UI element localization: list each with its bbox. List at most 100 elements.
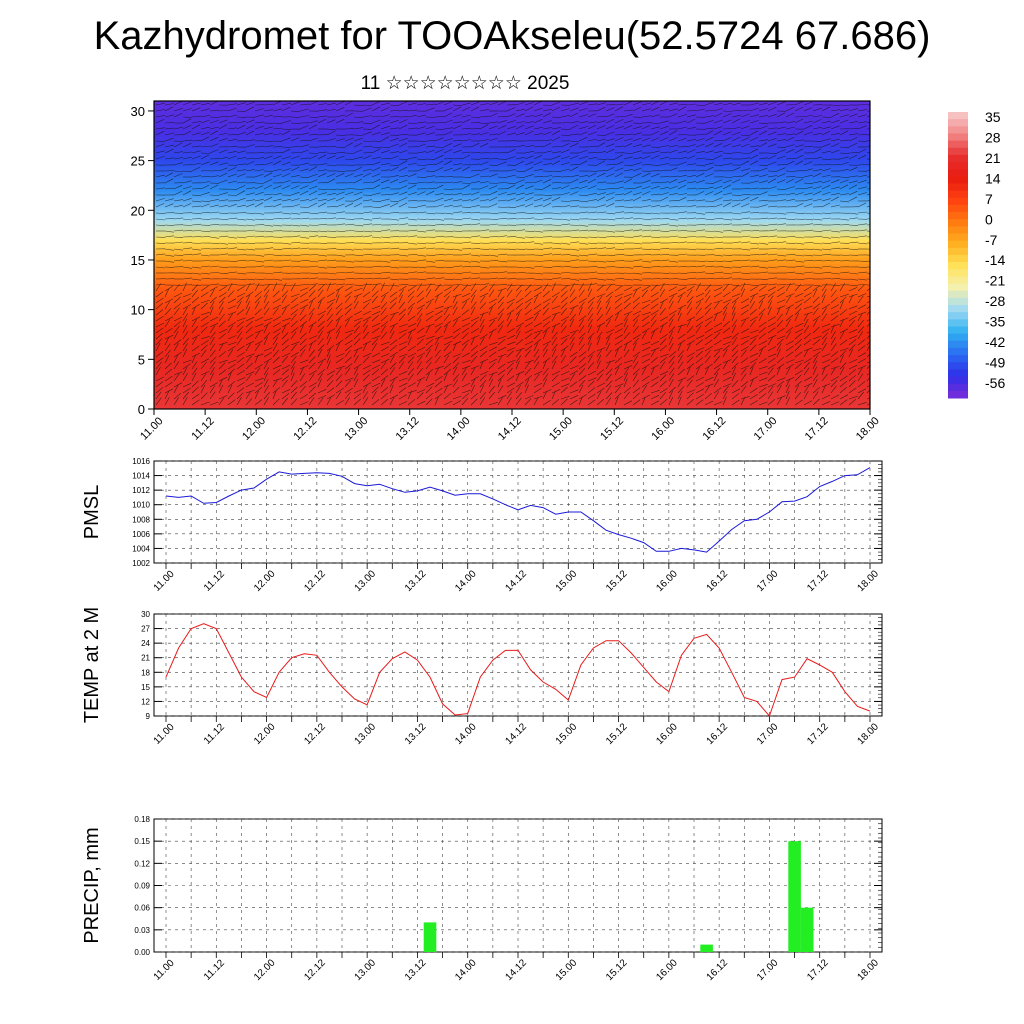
wind-barb xyxy=(434,218,444,221)
wind-barb xyxy=(227,368,235,376)
wind-barb xyxy=(623,400,633,406)
wind-barb xyxy=(524,197,534,202)
wind-barb xyxy=(182,348,188,358)
wind-barb xyxy=(839,146,850,149)
wind-barb xyxy=(425,103,436,106)
wind-barb xyxy=(866,134,870,136)
wind-barb xyxy=(506,284,517,286)
wind-barb xyxy=(344,333,353,340)
wind-barb xyxy=(821,289,827,298)
wind-barb xyxy=(353,317,363,322)
wind-barb xyxy=(245,320,253,328)
wind-barb xyxy=(497,120,507,124)
wind-barb xyxy=(614,366,620,376)
wind-barb xyxy=(245,106,255,112)
wind-barb xyxy=(236,132,246,136)
wind-barb xyxy=(416,158,427,161)
wind-barb xyxy=(227,167,237,172)
wind-barb xyxy=(848,320,856,328)
wind-barb xyxy=(245,229,255,232)
wind-barb xyxy=(164,327,173,334)
wind-barb xyxy=(236,301,242,310)
wind-barb xyxy=(803,383,813,388)
wind-barb xyxy=(299,206,310,208)
wind-barb xyxy=(758,199,769,202)
wind-barb xyxy=(668,342,674,352)
wind-barb xyxy=(452,294,458,304)
wind-barb xyxy=(299,401,309,406)
wind-barb xyxy=(542,175,552,178)
wind-barb xyxy=(533,265,543,268)
wind-barb xyxy=(524,125,534,130)
wind-barb xyxy=(533,204,543,208)
ytick-label: 0.06 xyxy=(134,904,150,913)
wind-barb xyxy=(335,242,346,244)
wind-barb xyxy=(695,138,705,142)
wind-barb xyxy=(200,119,210,124)
wind-barb xyxy=(650,224,661,226)
wind-barb xyxy=(767,186,777,190)
wind-barb xyxy=(848,212,858,215)
wind-barb xyxy=(542,302,550,310)
wind-barb xyxy=(380,284,390,287)
wind-barb xyxy=(515,192,525,196)
wind-barb xyxy=(776,292,785,298)
wind-barb xyxy=(488,218,499,220)
wind-barb xyxy=(263,259,273,262)
wind-barb xyxy=(758,326,767,334)
wind-barb xyxy=(191,393,200,400)
wind-barb xyxy=(542,139,552,142)
wind-barb xyxy=(200,340,209,346)
wind-barb xyxy=(821,158,832,160)
wind-barb xyxy=(164,172,174,178)
wind-barb xyxy=(533,230,543,233)
wind-barb xyxy=(515,284,523,292)
wind-barb xyxy=(803,357,812,364)
wind-barb xyxy=(650,130,660,136)
wind-barb xyxy=(587,121,597,124)
wind-barb xyxy=(794,144,804,148)
wind-barb xyxy=(695,399,704,406)
wind-barb xyxy=(245,300,251,310)
wind-barb xyxy=(542,360,547,370)
wind-barb xyxy=(758,278,769,281)
wind-barb xyxy=(821,366,826,376)
wind-barb xyxy=(713,301,720,310)
wind-barb xyxy=(362,282,368,292)
wind-barb xyxy=(371,376,380,382)
wind-barb xyxy=(191,367,198,376)
wind-barb xyxy=(866,343,870,352)
wind-barb xyxy=(749,344,757,352)
wind-barb xyxy=(200,108,210,112)
wind-barb xyxy=(173,248,183,251)
wind-barb xyxy=(857,284,865,292)
wind-barb xyxy=(371,140,382,142)
wind-barb xyxy=(461,260,471,263)
wind-barb xyxy=(155,140,166,142)
wind-barb xyxy=(686,277,697,280)
wind-barb xyxy=(488,185,498,190)
wind-barb xyxy=(488,306,493,316)
wind-barb xyxy=(614,328,623,334)
wind-barb xyxy=(506,367,513,376)
wind-barb xyxy=(713,241,724,244)
wind-barb xyxy=(407,284,418,286)
wind-barb xyxy=(209,120,219,124)
wind-barb xyxy=(299,230,310,233)
wind-barb xyxy=(308,312,314,322)
wind-barb xyxy=(200,302,208,310)
wind-barb xyxy=(686,248,697,251)
wind-barb xyxy=(740,357,749,364)
wind-barb xyxy=(380,242,391,244)
wind-barb xyxy=(785,295,792,304)
wind-barb xyxy=(425,212,436,215)
wind-barb xyxy=(803,145,813,148)
wind-barb xyxy=(515,144,525,148)
wind-barb xyxy=(722,385,729,394)
wind-barb xyxy=(695,350,703,358)
wind-barb xyxy=(506,302,514,310)
wind-barb xyxy=(470,272,480,275)
wind-barb xyxy=(533,218,544,220)
wind-barb xyxy=(362,364,372,370)
wind-barb xyxy=(200,311,210,316)
